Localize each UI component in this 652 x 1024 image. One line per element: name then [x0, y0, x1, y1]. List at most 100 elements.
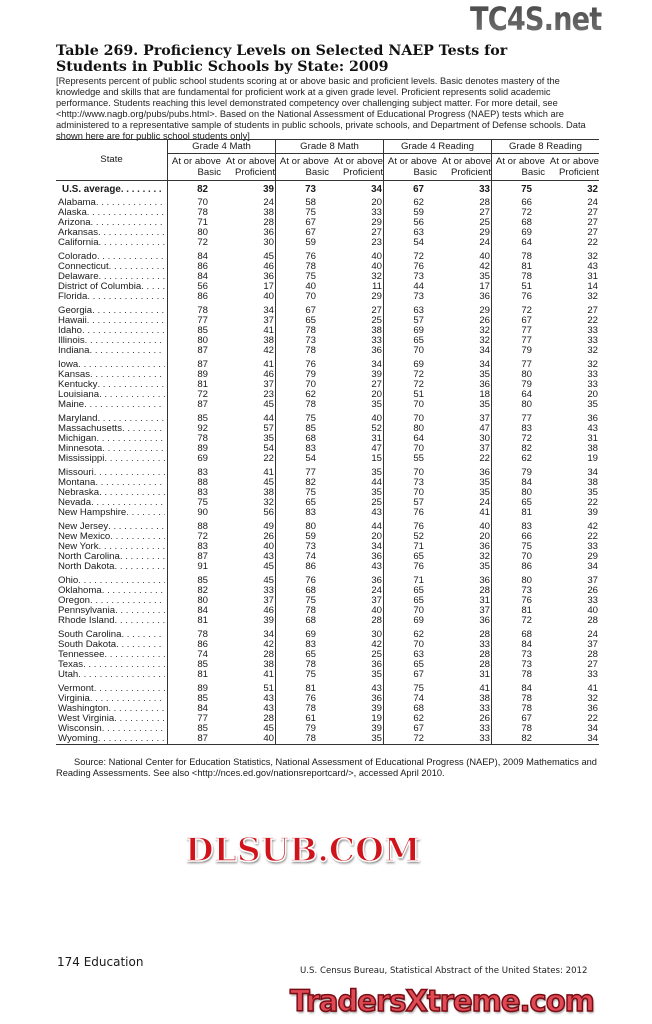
basic-value-cell: 66 — [491, 532, 545, 542]
state-label: West Virginia . . . . . . . . . . . . . … — [58, 714, 165, 724]
state-label: Tennessee . . . . . . . . . . . . . . . … — [58, 650, 165, 660]
state-name: Minnesota — [58, 444, 103, 454]
basic-value-cell: 75 — [275, 488, 329, 498]
basic-value-cell: 67 — [383, 724, 437, 734]
subheader-line: Proficient — [559, 167, 599, 178]
state-label: Florida . . . . . . . . . . . . . . . . … — [58, 292, 165, 302]
proficient-value-cell: 44 — [371, 477, 382, 488]
proficient-value-cell: 32 — [587, 183, 598, 195]
state-label: Oregon . . . . . . . . . . . . . . . . .… — [58, 596, 165, 606]
basic-value-cell: 73 — [491, 586, 545, 596]
proficient-value-cell: 32 — [371, 271, 382, 282]
state-cell: Hawaii . . . . . . . . . . . . . . . . .… — [56, 316, 168, 326]
basic-value-cell: 83 — [167, 468, 221, 478]
subheader-line: At or above — [225, 156, 275, 167]
subheader-line: Basic — [197, 167, 221, 178]
group-header-row: State Grade 4 Math Grade 8 Math Grade 4 … — [56, 139, 599, 181]
proficient-value-cell: 27 — [587, 207, 598, 218]
proficient-value-cell: 28 — [479, 649, 490, 660]
state-row: Arkansas . . . . . . . . . . . . . . . .… — [56, 228, 599, 238]
state-cell: West Virginia . . . . . . . . . . . . . … — [56, 714, 168, 724]
state-label: Connecticut . . . . . . . . . . . . . . … — [58, 262, 165, 272]
page-number: 174 Education — [57, 955, 144, 969]
state-row: Rhode Island . . . . . . . . . . . . . .… — [56, 616, 599, 626]
state-name: District of Columbia — [58, 282, 142, 292]
proficient-value-cell: 29 — [479, 305, 490, 316]
state-cell: Massachusetts . . . . . . . . . . . . . … — [56, 424, 168, 434]
basic-value-cell: 56 — [383, 218, 437, 228]
state-name: Kentucky — [58, 380, 98, 390]
state-label: Idaho . . . . . . . . . . . . . . . . . … — [58, 326, 165, 336]
state-cell: Ohio . . . . . . . . . . . . . . . . . .… — [56, 576, 168, 586]
leader-dots: . . . . . . . . . . . . . . . . . . . . … — [78, 576, 165, 586]
leader-dots: . . . . . . . . . . . . . . . . . . . . … — [89, 346, 165, 356]
leader-dots: . . . . . . . . . . . . . . . . . . . . … — [97, 734, 165, 744]
state-row: Washington . . . . . . . . . . . . . . .… — [56, 704, 599, 714]
state-cell: Maine . . . . . . . . . . . . . . . . . … — [56, 400, 168, 410]
proficient-value-cell: 32 — [587, 251, 598, 262]
state-row: West Virginia . . . . . . . . . . . . . … — [56, 714, 599, 724]
basic-value-cell: 68 — [275, 616, 329, 626]
proficient-value-cell: 29 — [371, 291, 382, 302]
basic-value-cell: 79 — [275, 370, 329, 380]
proficient-value-cell: 39 — [371, 369, 382, 380]
state-row: New Jersey . . . . . . . . . . . . . . .… — [56, 522, 599, 532]
basic-value-cell: 80 — [383, 424, 437, 434]
leader-dots: . . . . . . . . . . . . . . . . . . . . … — [91, 498, 165, 508]
proficient-value-cell: 36 — [371, 551, 382, 562]
state-row: North Carolina . . . . . . . . . . . . .… — [56, 552, 599, 562]
state-label: South Dakota . . . . . . . . . . . . . .… — [58, 640, 165, 650]
basic-value-cell: 76 — [383, 508, 437, 518]
proficient-value-cell: 41 — [263, 669, 274, 680]
basic-value-cell: 88 — [167, 478, 221, 488]
state-label: Massachusetts . . . . . . . . . . . . . … — [58, 424, 165, 434]
proficient-value-cell: 39 — [371, 723, 382, 734]
basic-value-cell: 72 — [491, 306, 545, 316]
leader-dots: . . . . . . . . . . . . . . . . . . . . … — [102, 444, 165, 454]
table-title: Table 269. Proficiency Levels on Selecte… — [56, 43, 508, 75]
state-name: South Carolina — [58, 630, 122, 640]
proficient-value-cell: 35 — [479, 477, 490, 488]
subheader-proficient: At or above Proficient — [329, 153, 384, 181]
leader-dots: . . . . . . . . . . . . . . . . . . . . … — [98, 228, 165, 238]
basic-value-cell: 78 — [167, 306, 221, 316]
state-cell: Arkansas . . . . . . . . . . . . . . . .… — [56, 228, 168, 238]
basic-value-cell: 86 — [275, 562, 329, 572]
state-cell: Colorado . . . . . . . . . . . . . . . .… — [56, 252, 168, 262]
proficient-value-cell: 41 — [587, 683, 598, 694]
state-label: Delaware . . . . . . . . . . . . . . . .… — [58, 272, 165, 282]
state-label: Utah . . . . . . . . . . . . . . . . . .… — [58, 670, 165, 680]
state-name: Georgia — [58, 306, 93, 316]
proficient-value-cell: 36 — [371, 659, 382, 670]
subheader-line: Proficient — [343, 167, 383, 178]
subheader-line: At or above — [279, 156, 329, 167]
state-cell: Delaware . . . . . . . . . . . . . . . .… — [56, 272, 168, 282]
state-label: Colorado . . . . . . . . . . . . . . . .… — [58, 252, 165, 262]
proficient-value-cell: 28 — [371, 615, 382, 626]
basic-value-cell: 63 — [383, 650, 437, 660]
state-label: Kentucky . . . . . . . . . . . . . . . .… — [58, 380, 165, 390]
proficient-value-cell: 37 — [479, 443, 490, 454]
state-label: North Carolina . . . . . . . . . . . . .… — [58, 552, 165, 562]
basic-value-cell: 87 — [167, 734, 221, 745]
proficient-value-cell: 47 — [371, 443, 382, 454]
leader-dots: . . . . . . . . . . . . . . . . . . . . … — [98, 542, 165, 552]
proficient-value-cell: 40 — [479, 251, 490, 262]
basic-value-cell: 65 — [383, 552, 437, 562]
subheader-line: Basic — [413, 167, 437, 178]
state-label: Rhode Island . . . . . . . . . . . . . .… — [58, 616, 165, 626]
state-label: Alaska . . . . . . . . . . . . . . . . .… — [58, 208, 165, 218]
proficient-value-cell: 40 — [221, 734, 276, 745]
proficient-value-cell: 29 — [587, 551, 598, 562]
basic-value-cell: 75 — [491, 542, 545, 552]
basic-value-cell: 68 — [491, 630, 545, 640]
proficient-value-cell: 35 — [479, 561, 490, 572]
basic-value-cell: 78 — [275, 400, 329, 410]
proficient-value-cell: 25 — [371, 315, 382, 326]
basic-value-cell: 74 — [167, 650, 221, 660]
basic-value-cell: 85 — [167, 326, 221, 336]
leader-dots: . . . . . . . . . . . . . . . . . . . . … — [87, 292, 165, 302]
proficient-value-cell: 33 — [587, 595, 598, 606]
basic-value-cell: 61 — [275, 714, 329, 724]
proficient-value-cell: 38 — [371, 325, 382, 336]
